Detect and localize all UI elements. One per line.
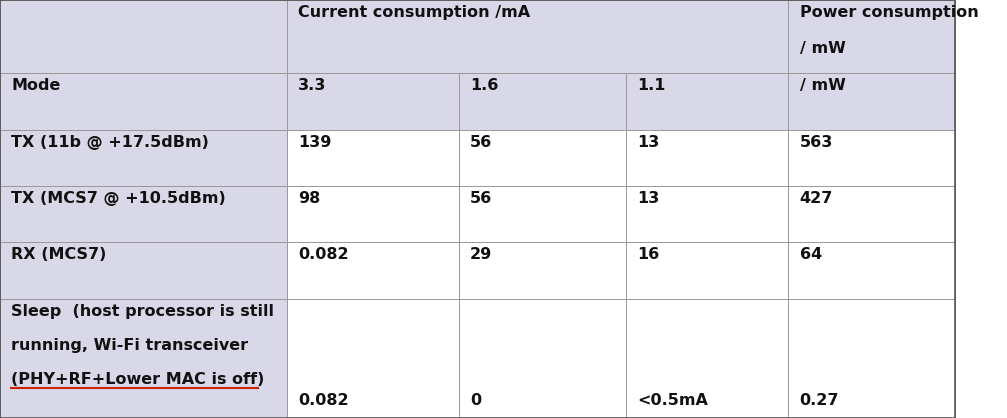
Text: TX (MCS7 @ +10.5dBm): TX (MCS7 @ +10.5dBm) bbox=[11, 191, 227, 206]
Bar bbox=[625, 73, 788, 130]
Bar bbox=[0, 299, 287, 418]
Bar bbox=[287, 242, 458, 299]
Text: 1.6: 1.6 bbox=[470, 78, 498, 93]
Bar bbox=[287, 130, 458, 186]
Text: 1.1: 1.1 bbox=[637, 78, 666, 93]
Text: / mW: / mW bbox=[800, 78, 846, 93]
Bar bbox=[0, 73, 287, 130]
Text: 139: 139 bbox=[298, 135, 331, 150]
Bar bbox=[788, 299, 956, 418]
Text: <0.5mA: <0.5mA bbox=[637, 393, 708, 408]
Bar bbox=[788, 130, 956, 186]
Bar bbox=[0, 242, 287, 299]
Bar bbox=[458, 242, 625, 299]
Bar bbox=[458, 130, 625, 186]
Text: Mode: Mode bbox=[11, 78, 60, 93]
Bar bbox=[788, 242, 956, 299]
Text: 29: 29 bbox=[470, 247, 492, 263]
Bar bbox=[458, 299, 625, 418]
Bar bbox=[625, 186, 788, 242]
Text: Power consumption: Power consumption bbox=[800, 5, 979, 20]
Bar bbox=[458, 73, 625, 130]
Bar bbox=[287, 73, 458, 130]
Bar bbox=[287, 299, 458, 418]
Text: 0.27: 0.27 bbox=[800, 393, 839, 408]
Bar bbox=[0, 0, 287, 73]
Text: 13: 13 bbox=[637, 135, 660, 150]
Bar bbox=[0, 130, 287, 186]
Text: 13: 13 bbox=[637, 191, 660, 206]
Text: / mW: / mW bbox=[800, 41, 846, 56]
Text: 56: 56 bbox=[470, 191, 492, 206]
Text: Sleep  (host processor is still: Sleep (host processor is still bbox=[11, 304, 275, 319]
Bar bbox=[287, 186, 458, 242]
Bar bbox=[458, 186, 625, 242]
Bar bbox=[788, 0, 956, 73]
Text: 427: 427 bbox=[800, 191, 833, 206]
Text: 0: 0 bbox=[470, 393, 481, 408]
Text: 563: 563 bbox=[800, 135, 833, 150]
Bar bbox=[625, 130, 788, 186]
Text: 64: 64 bbox=[800, 247, 822, 263]
Text: TX (11b @ +17.5dBm): TX (11b @ +17.5dBm) bbox=[11, 135, 209, 150]
Bar bbox=[788, 73, 956, 130]
Text: 98: 98 bbox=[298, 191, 320, 206]
Text: 16: 16 bbox=[637, 247, 660, 263]
Bar bbox=[625, 299, 788, 418]
Text: RX (MCS7): RX (MCS7) bbox=[11, 247, 107, 263]
Bar bbox=[0, 186, 287, 242]
Text: 0.082: 0.082 bbox=[298, 247, 348, 263]
Text: running, Wi-Fi transceiver: running, Wi-Fi transceiver bbox=[11, 338, 249, 353]
Text: (PHY+RF+Lower MAC is off): (PHY+RF+Lower MAC is off) bbox=[11, 372, 265, 387]
Bar bbox=[788, 186, 956, 242]
Text: 0.082: 0.082 bbox=[298, 393, 348, 408]
Bar bbox=[287, 0, 788, 73]
Text: Current consumption /mA: Current consumption /mA bbox=[298, 5, 531, 20]
Text: 56: 56 bbox=[470, 135, 492, 150]
Bar bbox=[625, 242, 788, 299]
Text: 3.3: 3.3 bbox=[298, 78, 326, 93]
